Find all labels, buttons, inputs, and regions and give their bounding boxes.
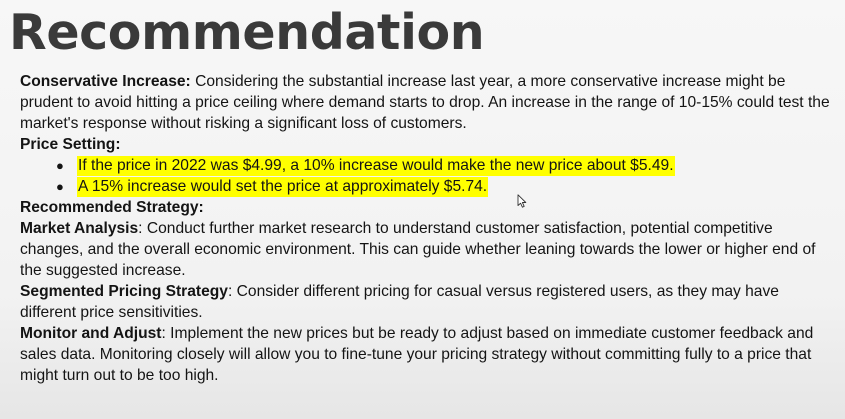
monitor-adjust-text: : Implement the new prices but be ready …: [20, 325, 814, 384]
conservative-increase-label: Conservative Increase:: [20, 73, 191, 90]
price-setting-label: Price Setting:: [20, 136, 121, 153]
segmented-pricing-paragraph: Segmented Pricing Strategy: Consider dif…: [20, 281, 830, 323]
bullet-icon: ●: [56, 179, 64, 194]
bullet-icon: ●: [56, 158, 64, 173]
slide-content: Conservative Increase: Considering the s…: [20, 71, 830, 386]
monitor-adjust-label: Monitor and Adjust: [20, 325, 162, 342]
monitor-adjust-paragraph: Monitor and Adjust: Implement the new pr…: [20, 323, 830, 386]
price-setting-heading: Price Setting:: [20, 134, 830, 155]
list-item: ● If the price in 2022 was $4.99, a 10% …: [20, 155, 830, 176]
conservative-increase-paragraph: Conservative Increase: Considering the s…: [20, 71, 830, 134]
mouse-cursor-icon: [517, 194, 527, 208]
conservative-increase-text: Considering the substantial increase las…: [20, 73, 830, 132]
market-analysis-label: Market Analysis: [20, 220, 139, 237]
segmented-pricing-label: Segmented Pricing Strategy: [20, 283, 228, 300]
market-analysis-text: : Conduct further market research to und…: [20, 220, 816, 279]
segmented-pricing-text: : Consider different pricing for casual …: [20, 283, 779, 321]
market-analysis-paragraph: Market Analysis: Conduct further market …: [20, 218, 830, 281]
highlighted-text: If the price in 2022 was $4.99, a 10% in…: [77, 156, 675, 176]
price-setting-list: ● If the price in 2022 was $4.99, a 10% …: [20, 155, 830, 197]
list-item: ● A 15% increase would set the price at …: [20, 176, 830, 197]
page-title: Recommendation: [9, 4, 485, 61]
recommended-strategy-heading: Recommended Strategy:: [20, 197, 830, 218]
highlighted-text: A 15% increase would set the price at ap…: [77, 177, 489, 197]
recommended-strategy-label: Recommended Strategy:: [20, 199, 204, 216]
